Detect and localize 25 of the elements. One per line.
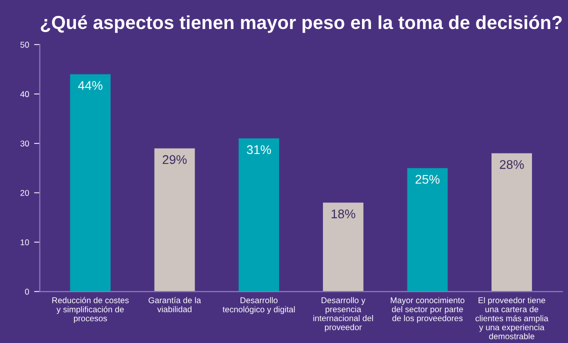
- x-tick-label: Garantía de la viabilidad: [148, 297, 202, 312]
- y-tick-label: 50: [20, 42, 30, 48]
- x-tick-label: Mayor conocimiento del sector por parte de los proveedores: [390, 297, 464, 323]
- bar: [70, 74, 111, 292]
- data-label: 44%: [78, 81, 102, 90]
- y-tick-label: 0: [25, 288, 30, 295]
- y-tick-label: 10: [20, 239, 30, 246]
- y-tick-label: 20: [20, 190, 30, 196]
- bar: [492, 153, 532, 292]
- y-tick-label: 40: [20, 91, 30, 98]
- bar: [407, 168, 448, 292]
- chart-title: ¿Qué aspectos tienen mayor peso en la toma de decisión?: [40, 15, 562, 33]
- x-tick-label: El proveedor tiene una cartera de clientes más amplia y una experiencia demostrable: [476, 297, 548, 340]
- y-tick-label: 30: [20, 140, 30, 146]
- x-tick-label: Desarrollo y presencia internacional del proveedor: [313, 297, 373, 332]
- bar: [238, 138, 280, 292]
- bar: [154, 148, 195, 292]
- data-label: 25%: [416, 174, 440, 184]
- bar: [322, 202, 364, 292]
- data-label: 28%: [500, 160, 524, 169]
- data-label: 29%: [162, 155, 187, 164]
- data-label: 18%: [332, 209, 356, 218]
- data-label: 31%: [246, 145, 271, 154]
- x-tick-label: Reducción de costes y simplificación de procesos: [52, 297, 129, 323]
- x-tick-label: Desarrollo tecnológico y digital: [222, 297, 295, 314]
